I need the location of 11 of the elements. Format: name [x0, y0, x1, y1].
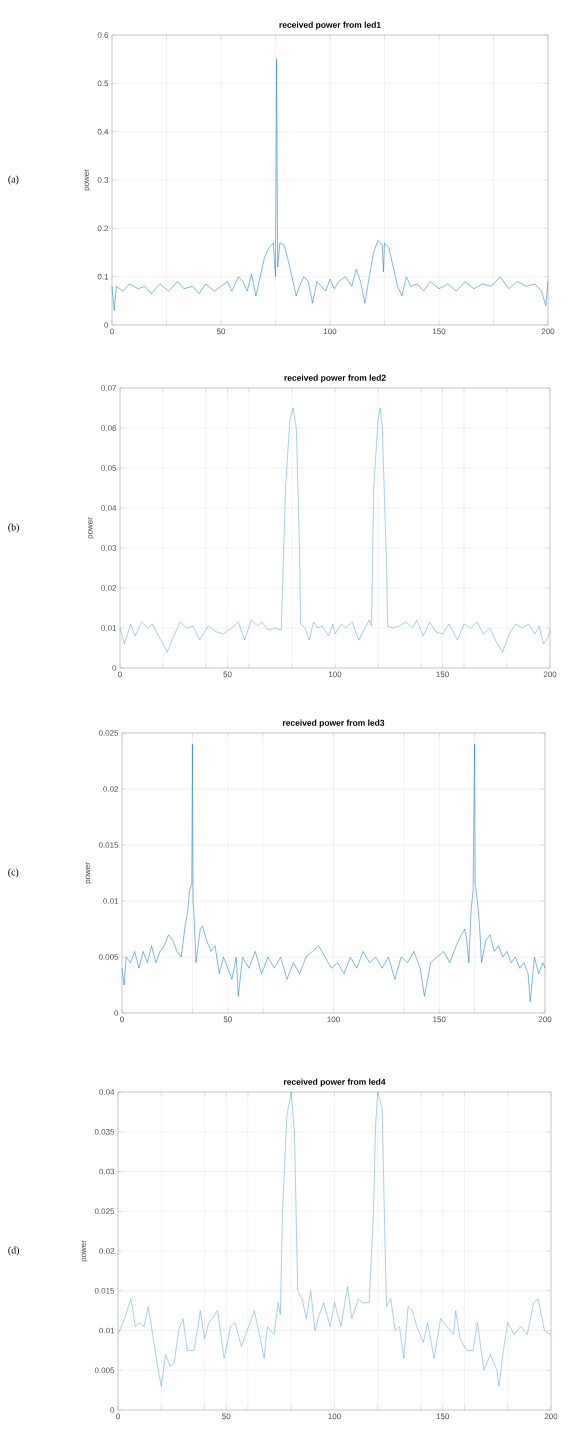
chart-title: received power from led4	[284, 1078, 386, 1087]
line-series	[119, 407, 551, 653]
line-series	[121, 743, 546, 1003]
text: (c)	[8, 868, 19, 878]
text: (d)	[8, 1246, 20, 1256]
chart-title: received power from led1	[279, 21, 381, 30]
text: (a)	[8, 175, 19, 185]
chart-title: received power from led2	[284, 374, 386, 383]
line-series	[117, 1091, 552, 1387]
chart-title: received power from led3	[283, 719, 385, 728]
text: (b)	[8, 523, 19, 533]
